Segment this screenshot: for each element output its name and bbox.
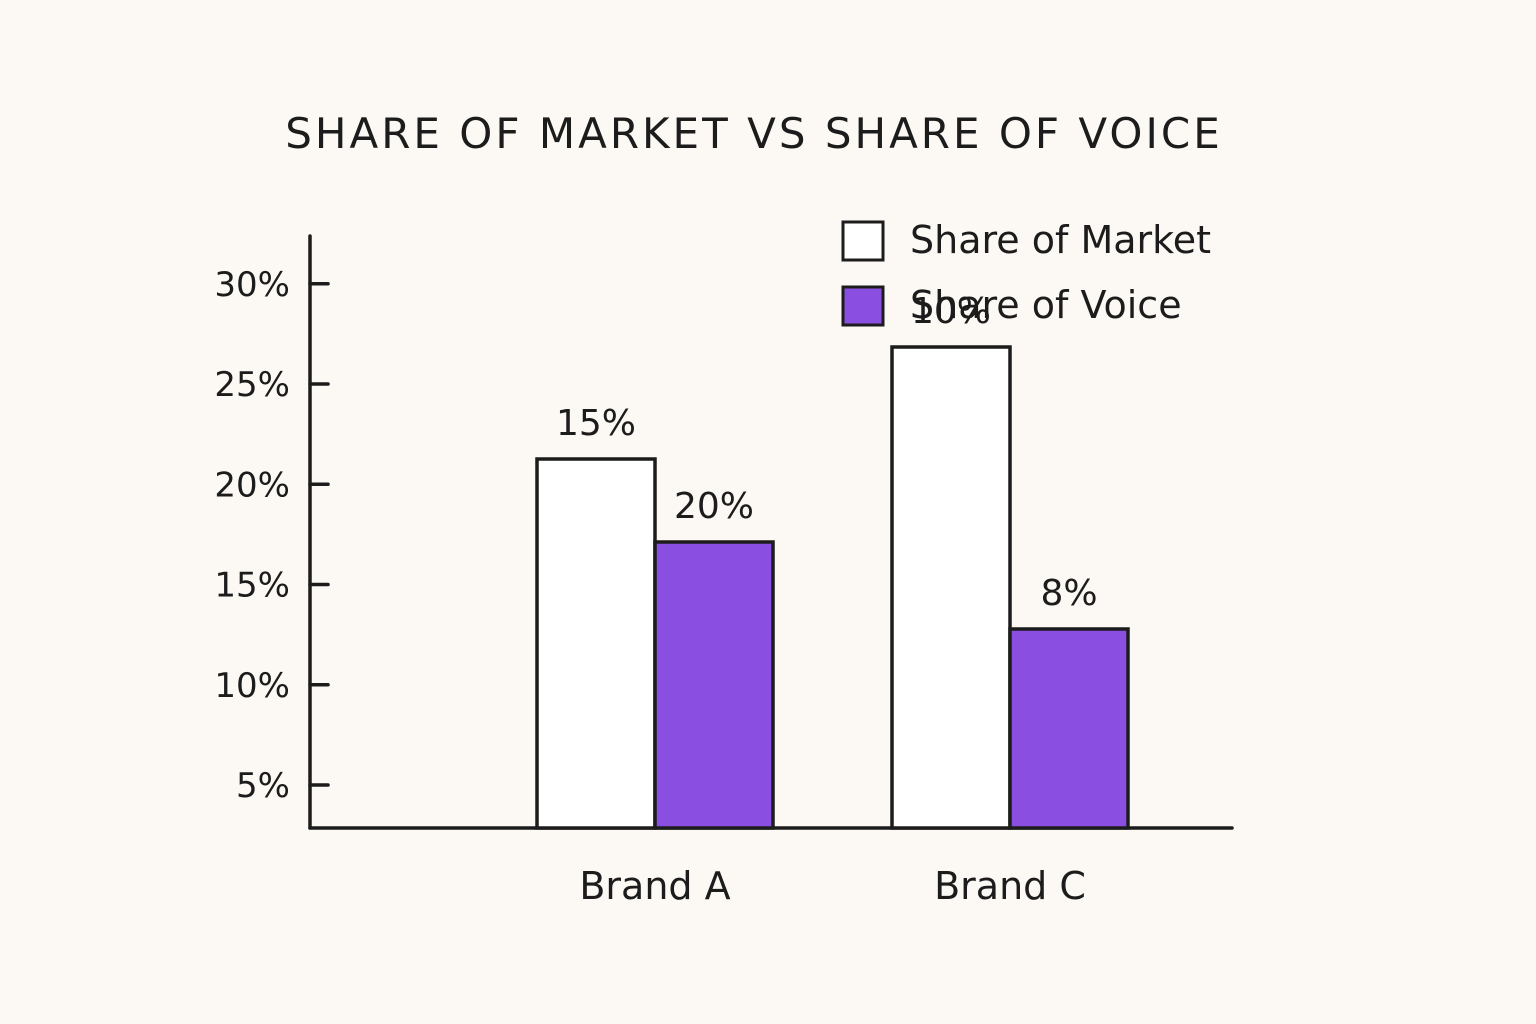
legend-swatch-share-of-market bbox=[841, 220, 885, 262]
y-tick-label: 30% bbox=[214, 265, 290, 305]
bar-value-label: 20% bbox=[674, 486, 754, 527]
category-label: Brand A bbox=[579, 864, 730, 908]
bar-value-label: 15% bbox=[556, 403, 636, 444]
legend: Share of Market Share of Voice bbox=[841, 218, 1211, 327]
category-label: Brand C bbox=[934, 864, 1086, 908]
legend-label-share-of-voice: Share of Voice bbox=[910, 283, 1182, 327]
y-tick-label: 20% bbox=[214, 465, 290, 505]
y-tick-label: 15% bbox=[214, 566, 290, 606]
y-axis: 5% 10% 15% 20% 25% 30% bbox=[214, 234, 330, 830]
legend-label-share-of-market: Share of Market bbox=[910, 218, 1211, 262]
bars bbox=[535, 345, 1130, 830]
bar-value-label: 8% bbox=[1040, 573, 1097, 614]
category-labels: Brand A Brand C bbox=[579, 864, 1086, 908]
bar-value-label: 10% bbox=[911, 291, 991, 332]
y-tick-label: 25% bbox=[214, 365, 290, 405]
bar-share-of-market-brand-c bbox=[890, 345, 1012, 830]
y-tick-label: 10% bbox=[214, 666, 290, 706]
legend-swatch-share-of-voice bbox=[841, 285, 885, 327]
chart-title: SHARE OF MARKET VS SHARE OF VOICE bbox=[285, 109, 1223, 158]
bar-share-of-voice-brand-a bbox=[653, 540, 775, 830]
value-labels: 15% 20% 10% 8% bbox=[556, 291, 1098, 614]
bar-share-of-voice-brand-c bbox=[1008, 627, 1130, 830]
y-tick-label: 5% bbox=[236, 766, 290, 806]
bar-share-of-market-brand-a bbox=[535, 457, 657, 830]
